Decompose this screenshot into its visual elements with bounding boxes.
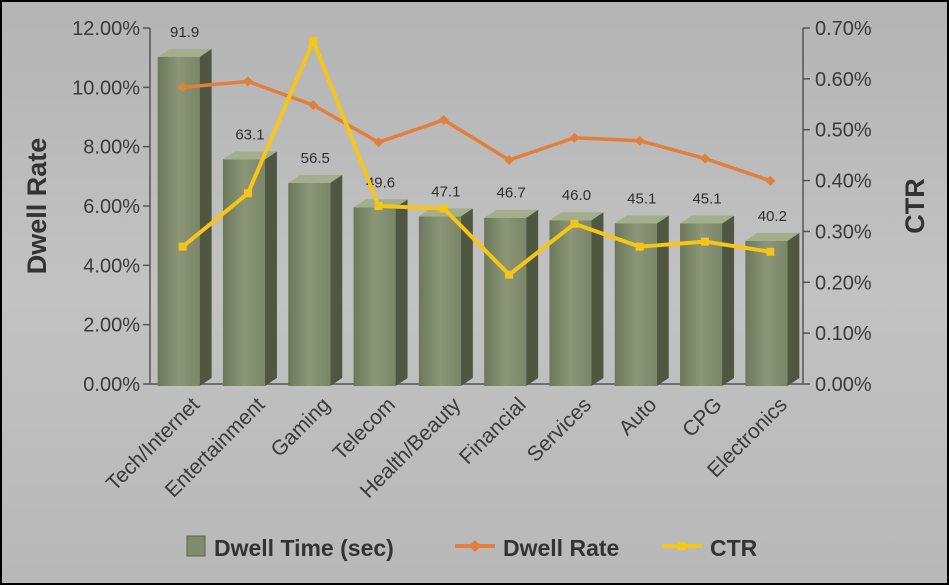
ctr-marker [701, 237, 710, 246]
dwell-rate-marker [373, 137, 384, 148]
left-tick-label: 10.00% [72, 77, 140, 99]
dwell-rate-marker [569, 132, 580, 143]
bar-top [680, 215, 735, 224]
bar-front [680, 223, 723, 386]
bar-side [787, 232, 800, 386]
bar-side [722, 215, 735, 386]
ctr-marker [309, 36, 318, 45]
ctr-marker [439, 204, 448, 213]
right-tick-label: 0.50% [815, 120, 872, 142]
ctr-marker [635, 242, 644, 251]
data-label: 45.1 [692, 190, 721, 207]
data-label: 47.1 [431, 183, 460, 200]
bar-top [549, 212, 604, 221]
bar [680, 215, 735, 386]
right-tick-label: 0.10% [815, 323, 872, 345]
data-label: 45.1 [627, 190, 656, 207]
bars-layer [157, 48, 800, 386]
ctr-marker [505, 270, 514, 279]
y2-axis-title: CTR [900, 178, 930, 234]
right-tick-label: 0.20% [815, 272, 872, 294]
left-tick-label: 6.00% [83, 196, 140, 218]
bar-top [614, 215, 669, 224]
left-tick-label: 8.00% [83, 137, 140, 159]
legend-marker-ctr [678, 542, 686, 550]
bar [745, 232, 800, 386]
bar-side [395, 199, 408, 386]
bar-front [353, 207, 396, 386]
bar-side [199, 48, 212, 386]
bar-top [745, 232, 800, 241]
dwell-rate-marker [765, 175, 776, 186]
dwell-rate-marker [700, 153, 711, 164]
data-label: 40.2 [758, 208, 787, 225]
dwell-rate-line [182, 79, 771, 183]
left-tick-label: 0.00% [83, 374, 140, 396]
legend-label-dwell-rate: Dwell Rate [503, 535, 619, 561]
data-label: 56.5 [301, 150, 330, 167]
left-tick-label: 4.00% [83, 255, 140, 277]
bar-top [288, 174, 343, 183]
bar [288, 174, 343, 386]
axes-layer: 0.00% 2.00% 4.00% 6.00% 8.00% 10.00% 12.00% 0.0… [22, 18, 930, 503]
bar-side [264, 151, 277, 386]
bar [484, 209, 539, 386]
dwell-rate-marker [634, 135, 645, 146]
bar [549, 212, 604, 386]
legend-label-ctr: CTR [710, 535, 758, 561]
legend-swatch-dwell-time [186, 535, 206, 557]
bar-front [484, 217, 527, 386]
bar-top [484, 209, 539, 218]
right-tick-label: 0.40% [815, 171, 872, 193]
bar-front [745, 240, 788, 386]
lines-layer [177, 36, 776, 279]
ctr-marker [178, 242, 187, 251]
bar-front [288, 182, 331, 386]
dwell-rate-marker [308, 100, 319, 111]
bar-side [460, 208, 473, 386]
data-label: 63.1 [235, 126, 264, 143]
data-label: 91.9 [170, 24, 199, 41]
legend-marker-dwell-rate [469, 540, 481, 552]
dwell-rate-marker [438, 114, 449, 125]
ctr-line [181, 38, 771, 277]
bar [353, 199, 408, 386]
bar-front [418, 216, 461, 386]
legend-label-dwell-time: Dwell Time (sec) [214, 535, 394, 561]
legend: Dwell Time (sec) Dwell Rate CTR [186, 535, 758, 561]
bar [418, 208, 473, 386]
dwell-rate-marker [242, 76, 253, 87]
data-label: 46.0 [562, 187, 591, 204]
right-tick-label: 0.70% [815, 18, 872, 40]
bar-side [526, 209, 539, 386]
ctr-marker [570, 219, 579, 228]
left-tick-label: 12.00% [72, 18, 140, 40]
bar-side [656, 215, 669, 386]
right-tick-label: 0.30% [815, 221, 872, 243]
dwell-rate-marker [177, 82, 188, 93]
bar [614, 215, 669, 386]
ctr-marker [766, 247, 775, 256]
bar-side [330, 174, 343, 386]
bar-side [591, 212, 604, 386]
bar [157, 48, 212, 386]
dwell-rate-marker [504, 155, 515, 166]
data-label: 46.7 [497, 185, 526, 202]
left-tick-label: 2.00% [83, 315, 140, 337]
ctr-marker [374, 202, 383, 210]
y-axis-title: Dwell Rate [22, 138, 52, 275]
bar-top [157, 48, 212, 57]
bar-front [549, 220, 592, 386]
ctr-marker [243, 189, 252, 198]
right-tick-label: 0.00% [815, 374, 872, 396]
right-tick-label: 0.60% [815, 69, 872, 91]
bar-front [157, 56, 200, 386]
